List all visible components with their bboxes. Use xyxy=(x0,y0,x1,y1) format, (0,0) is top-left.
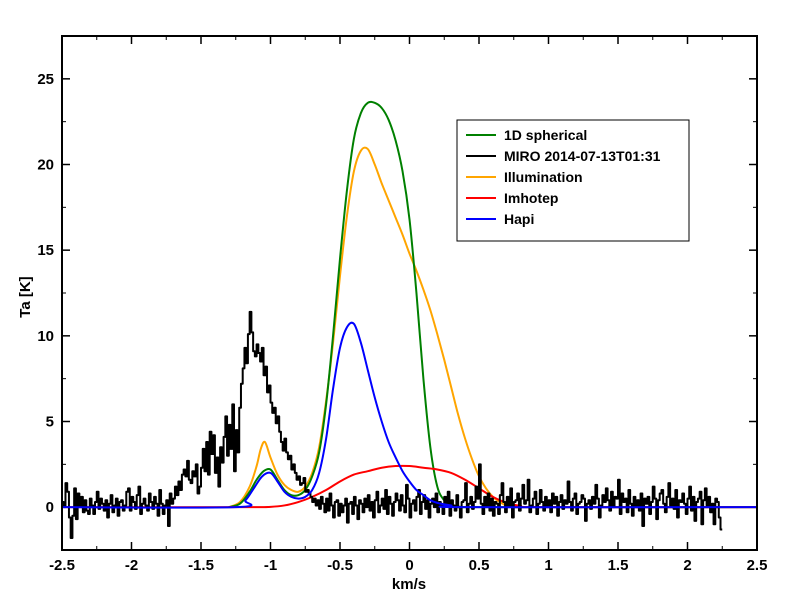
y-tick-label: 10 xyxy=(37,328,54,345)
legend-label-1d-spherical: 1D spherical xyxy=(504,127,587,143)
y-tick-label: 15 xyxy=(37,242,54,259)
x-axis-title: km/s xyxy=(392,576,426,593)
x-tick-label: 1.5 xyxy=(608,557,629,574)
series-line-miro-2014-07-13t01-31 xyxy=(62,310,723,540)
x-tick-label: -1 xyxy=(264,557,277,574)
legend-label-imhotep: Imhotep xyxy=(504,190,558,206)
x-tick-label: -2.5 xyxy=(49,557,75,574)
series-layer xyxy=(62,100,757,540)
x-tick-label: 0 xyxy=(405,557,413,574)
axis-ticks xyxy=(61,36,758,550)
axis-tick-labels: -2.5 -2 -1.5 -1 -0.5 0 0.5 1 1.5 2 2.5 0 5 10 15 20 25 xyxy=(37,71,767,574)
legend-label-hapi: Hapi xyxy=(504,211,534,227)
y-tick-label: 25 xyxy=(37,71,54,88)
series-line-hapi xyxy=(62,321,757,509)
series-line-illumination xyxy=(228,146,757,509)
x-tick-label: -1.5 xyxy=(188,557,214,574)
x-tick-label: -2 xyxy=(125,557,138,574)
x-tick-label: 1 xyxy=(544,557,552,574)
y-tick-label: 20 xyxy=(37,157,54,174)
x-tick-label: -0.5 xyxy=(327,557,353,574)
legend-box xyxy=(456,119,690,242)
legend-label-miro-2014-07-13t01-31: MIRO 2014-07-13T01:31 xyxy=(504,148,661,164)
legend-label-illumination: Illumination xyxy=(504,169,583,185)
legend: 1D spherical MIRO 2014-07-13T01:31 Illumin… xyxy=(456,119,690,242)
x-tick-label: 0.5 xyxy=(469,557,490,574)
x-tick-label: 2 xyxy=(683,557,691,574)
y-axis-title: Ta [K] xyxy=(17,276,34,317)
plot-frame xyxy=(61,35,758,551)
y-tick-label: 5 xyxy=(46,414,54,431)
y-tick-label: 0 xyxy=(46,499,54,516)
x-tick-label: 2.5 xyxy=(747,557,768,574)
